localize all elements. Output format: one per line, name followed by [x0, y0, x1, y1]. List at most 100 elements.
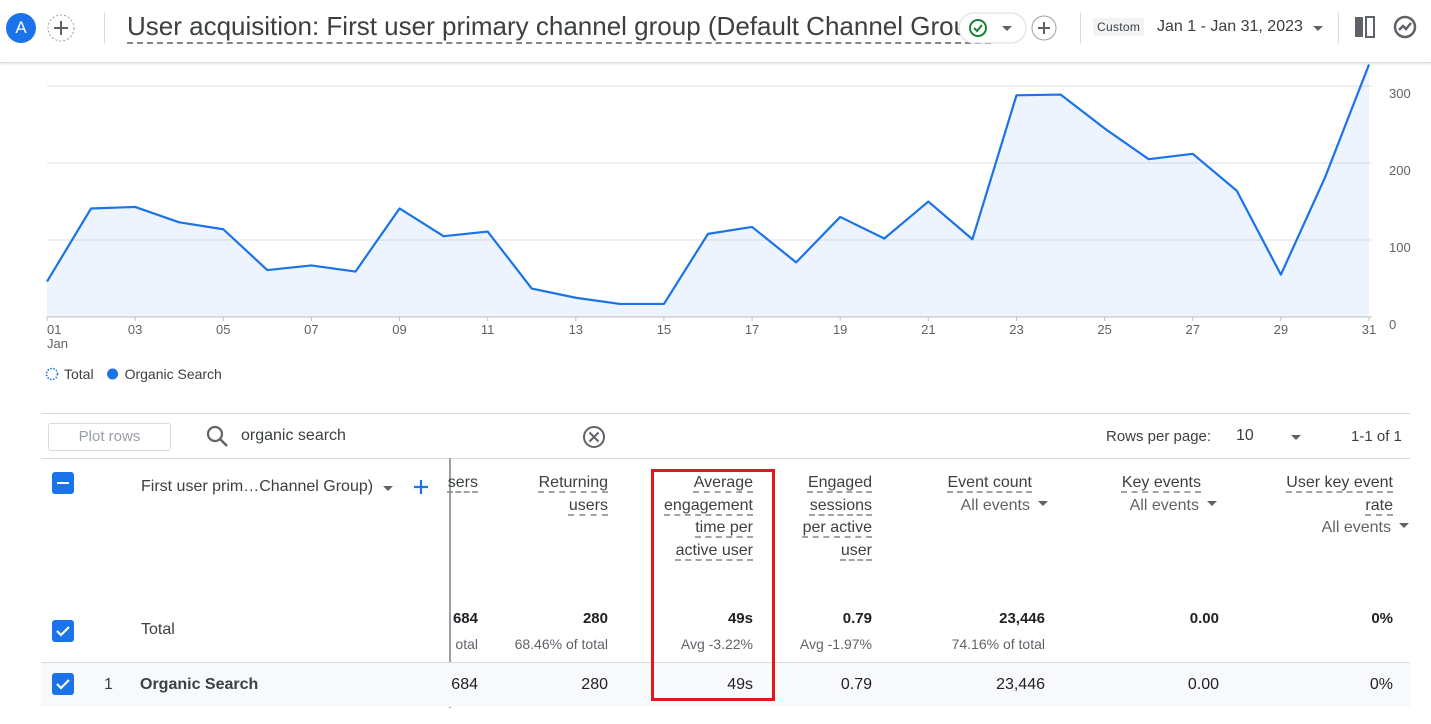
total-note: 68.46% of total [514, 636, 608, 652]
total-note: 74.16% of total [951, 636, 1045, 652]
column-title[interactable]: sers [447, 474, 478, 491]
compare-icon[interactable] [1353, 15, 1379, 41]
x-tick-label: 25 [1097, 322, 1111, 337]
x-tick-label: 01 [47, 322, 61, 337]
app-header: A User acquisition: First user primary c… [0, 0, 1431, 63]
column-divider [449, 458, 451, 708]
total-value: 49s [727, 610, 753, 627]
cell-value: 684 [451, 676, 478, 693]
dimension-dropdown[interactable] [380, 480, 396, 496]
highlight-box [651, 469, 775, 701]
divider [104, 12, 105, 44]
line [46, 64, 1371, 306]
x-tick-label: 09 [392, 322, 406, 337]
x-tick-label: 13 [569, 322, 583, 337]
column-title[interactable]: Key events [1121, 474, 1201, 491]
cell-value: 0.00 [1187, 676, 1219, 693]
filter-dropdown[interactable] [1391, 520, 1413, 532]
add-dimension[interactable] [410, 476, 432, 498]
rows-per-page-label: Rows per page: [1106, 428, 1212, 445]
x-tick-label: 23 [1009, 322, 1023, 337]
add-comparison[interactable] [46, 13, 76, 43]
total-note: Avg -3.22% [680, 636, 753, 652]
x-tick-label: 21 [921, 322, 935, 337]
cell-value: 0% [1369, 676, 1393, 693]
column-title[interactable]: Engaged sessions per active user [802, 474, 872, 559]
column-header[interactable]: Event count All events [902, 472, 1048, 517]
x-tick-label: 29 [1274, 322, 1288, 337]
total-value: 0.79 [842, 610, 872, 627]
legend-item[interactable]: Total [45, 366, 94, 382]
legend-label: Total [64, 366, 94, 382]
column-title[interactable]: User key event rate [1286, 474, 1393, 514]
column-title[interactable]: Average engagement time per active user [664, 474, 753, 559]
divider [1338, 12, 1339, 44]
column-header[interactable]: Average engagement time per active user [653, 472, 753, 562]
divider [41, 413, 1410, 414]
row-rank: 1 [104, 676, 113, 693]
filter-label[interactable]: All events [1129, 496, 1199, 514]
filter-dropdown[interactable] [1030, 498, 1052, 510]
column-header[interactable]: Returning users [508, 472, 608, 517]
filter-label[interactable]: All events [960, 496, 1030, 514]
divider [41, 662, 1410, 663]
y-tick-label: 100 [1389, 240, 1411, 255]
rows-per-page[interactable]: 10 [1236, 427, 1254, 444]
total-value: 280 [582, 610, 608, 627]
cell-value: 0.79 [840, 676, 872, 693]
clear-search[interactable] [581, 424, 607, 450]
column-title[interactable]: Event count [947, 474, 1033, 491]
select-all-checkbox[interactable] [52, 472, 74, 494]
y-tick-label: 300 [1389, 86, 1411, 101]
legend-item[interactable]: Organic Search [107, 366, 222, 382]
add-button[interactable] [1030, 13, 1060, 43]
total-value: 684 [452, 610, 478, 627]
date-range[interactable]: Jan 1 - Jan 31, 2023 [1157, 18, 1303, 35]
rows-dropdown[interactable] [1288, 429, 1304, 445]
status-pill[interactable] [958, 12, 1028, 44]
x-tick-label: 19 [833, 322, 847, 337]
row-label[interactable]: Organic Search [140, 676, 259, 693]
area [47, 64, 1369, 317]
column-header[interactable]: Engaged sessions per active user [800, 472, 872, 562]
dimension-header[interactable]: First user prim…Channel Group) [141, 478, 374, 495]
report-title[interactable]: User acquisition: First user primary cha… [127, 10, 992, 44]
x-month-label: Jan [47, 336, 68, 351]
search-input[interactable]: organic search [241, 427, 346, 444]
x-tick-label: 27 [1185, 322, 1199, 337]
legend-swatch [45, 367, 59, 381]
legend-label: Organic Search [125, 366, 222, 382]
date-badge: Custom [1093, 18, 1145, 36]
x-tick-label: 11 [481, 322, 495, 337]
column-filter[interactable]: All events [1263, 517, 1413, 540]
x-tick-label: 15 [657, 322, 671, 337]
column-filter[interactable]: All events [902, 495, 1052, 518]
y-tick-label: 0 [1389, 317, 1396, 332]
x-tick-label: 05 [216, 322, 230, 337]
date-dropdown[interactable] [1310, 20, 1326, 36]
avatar[interactable]: A [6, 13, 36, 43]
divider [1080, 12, 1081, 44]
x-tick-label: 07 [304, 322, 318, 337]
column-filter[interactable]: All events [1071, 495, 1221, 518]
plot-rows-button[interactable]: Plot rows [48, 423, 171, 451]
y-tick-label: 200 [1389, 163, 1411, 178]
total-label: Total [141, 621, 175, 638]
column-title[interactable]: Returning users [538, 474, 608, 514]
row-checkbox[interactable] [52, 620, 74, 642]
total-value: 0% [1371, 610, 1393, 627]
column-header[interactable]: sers [418, 472, 478, 495]
column-header[interactable]: User key event rate All events [1263, 472, 1409, 540]
insights-icon[interactable] [1393, 15, 1419, 41]
cell-value: 23,446 [996, 676, 1045, 693]
legend-swatch [107, 368, 119, 380]
search-icon [206, 425, 228, 447]
row-checkbox[interactable] [52, 673, 74, 695]
column-header[interactable]: Key events All events [1071, 472, 1217, 517]
total-value: 0.00 [1189, 610, 1219, 627]
filter-dropdown[interactable] [1199, 498, 1221, 510]
pagination: 1-1 of 1 [1351, 428, 1402, 445]
x-tick-label: 03 [128, 322, 142, 337]
filter-label[interactable]: All events [1321, 519, 1391, 536]
